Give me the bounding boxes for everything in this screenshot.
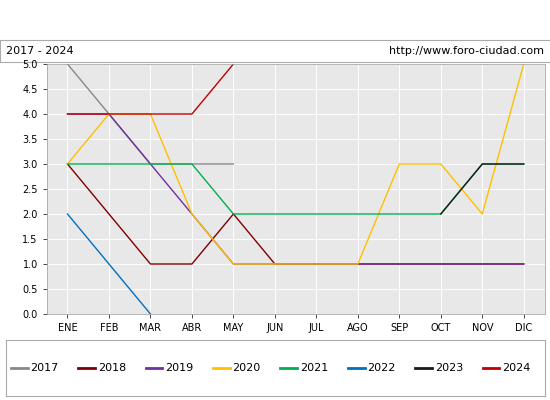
Text: 2020: 2020 — [233, 363, 261, 373]
Text: 2022: 2022 — [367, 363, 395, 373]
Text: http://www.foro-ciudad.com: http://www.foro-ciudad.com — [389, 46, 544, 56]
Text: 2018: 2018 — [98, 363, 126, 373]
Text: Evolucion del paro registrado en Trasobares: Evolucion del paro registrado en Trasoba… — [107, 14, 443, 28]
Text: 2017: 2017 — [30, 363, 59, 373]
Text: 2019: 2019 — [165, 363, 194, 373]
Text: 2021: 2021 — [300, 363, 328, 373]
Text: 2024: 2024 — [502, 363, 530, 373]
Text: 2017 - 2024: 2017 - 2024 — [6, 46, 73, 56]
Text: 2023: 2023 — [434, 363, 463, 373]
